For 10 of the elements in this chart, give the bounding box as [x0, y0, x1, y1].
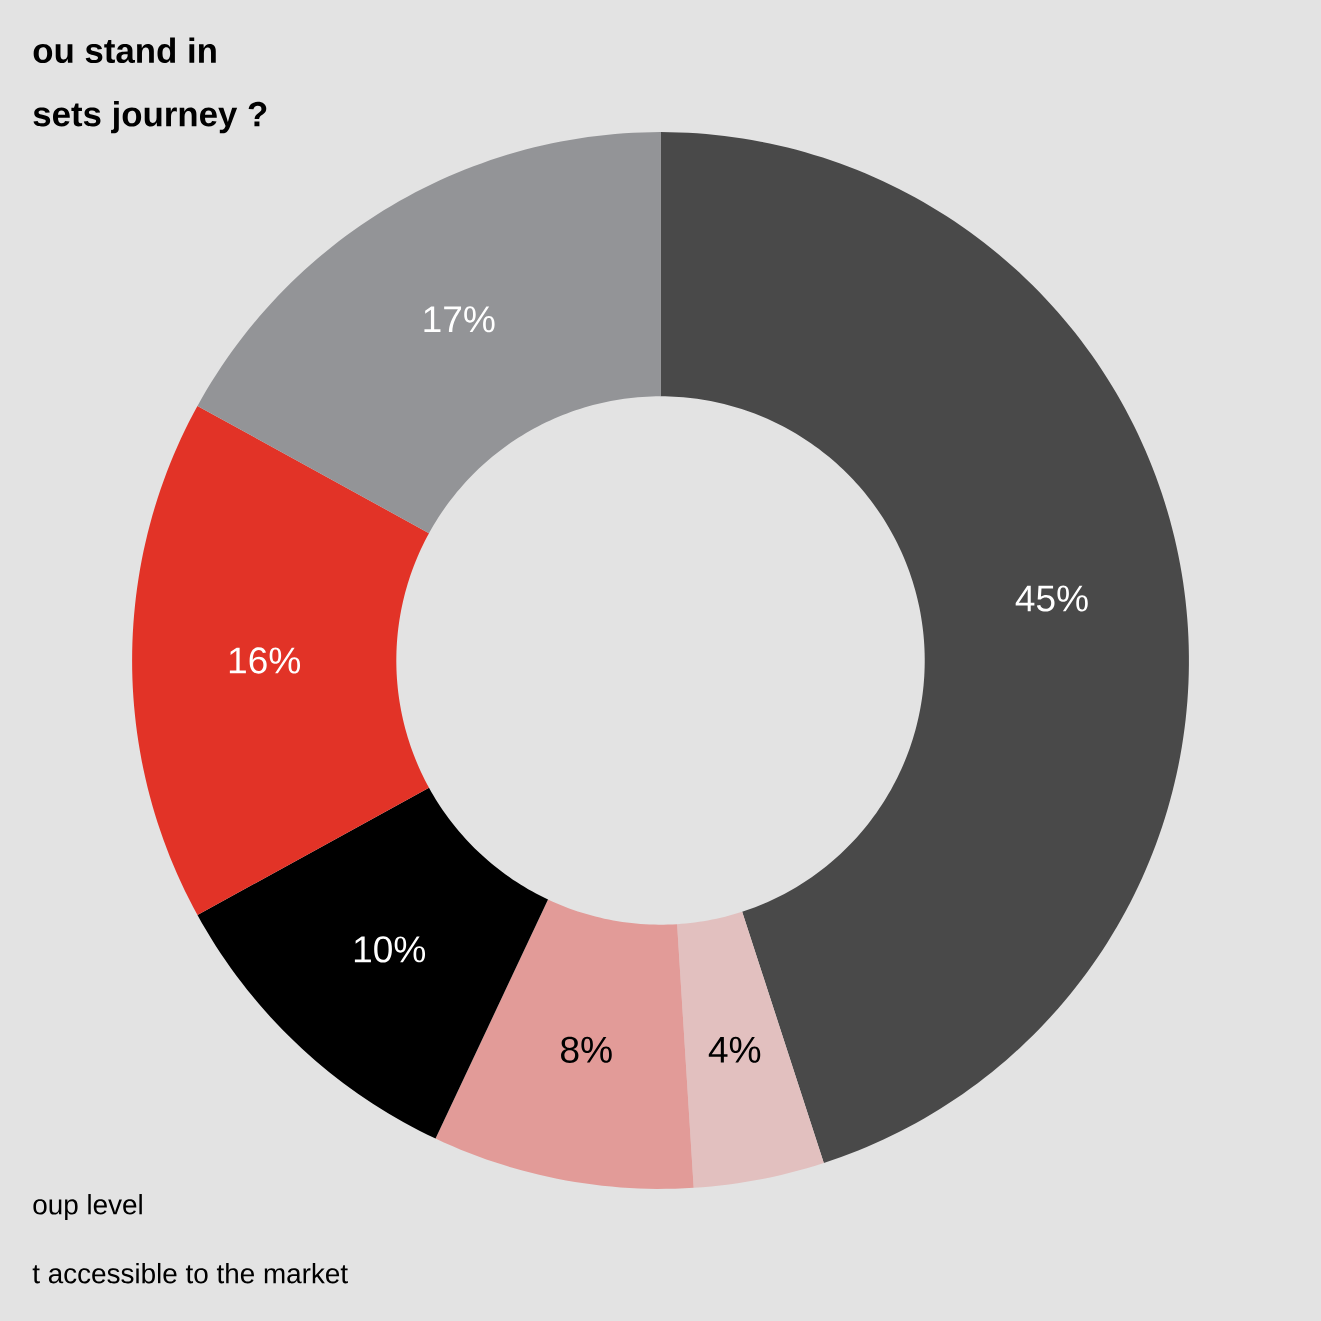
chart-subtitle: sets journey ?	[33, 100, 267, 134]
chart-title: ou stand in	[33, 37, 216, 64]
text: oup level	[33, 1194, 142, 1221]
data-label: 4%	[708, 1036, 761, 1063]
data-label: 8%	[561, 1036, 612, 1063]
data-label: 16%	[229, 647, 301, 674]
data-label: 45%	[1015, 585, 1088, 612]
data-label: 10%	[354, 936, 426, 963]
text: t accessible to the market	[32, 1262, 348, 1284]
data-label: 17%	[424, 306, 495, 333]
